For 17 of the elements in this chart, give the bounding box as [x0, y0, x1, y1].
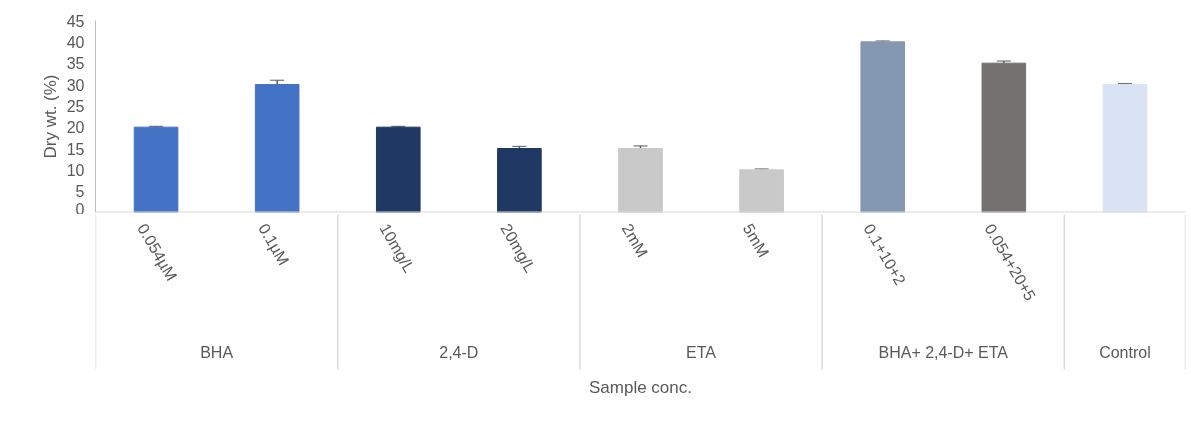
y-tick-label: 40: [66, 33, 85, 51]
x-axis-title: Sample conc.: [589, 377, 692, 397]
y-tick-label: 15: [66, 140, 85, 158]
y-tick-label: 35: [66, 55, 85, 73]
text: BHA+ 2,4-D+ ETA: [878, 344, 1009, 362]
y-tick-label: 30: [66, 76, 85, 94]
y-tick-label: 45: [66, 12, 85, 30]
y-axis-title: Dry wt. (%): [40, 74, 60, 159]
text: BHA: [200, 344, 234, 362]
y-tick-label: 5: [75, 183, 85, 201]
text: 2,4-D: [439, 344, 479, 362]
text: Control: [1099, 344, 1151, 362]
text: ETA: [686, 344, 717, 362]
y-tick-label: 20: [66, 119, 85, 137]
y-tick-label: 10: [66, 161, 85, 179]
y-tick-label: 25: [66, 97, 85, 115]
y-tick-label: 0: [75, 200, 85, 218]
